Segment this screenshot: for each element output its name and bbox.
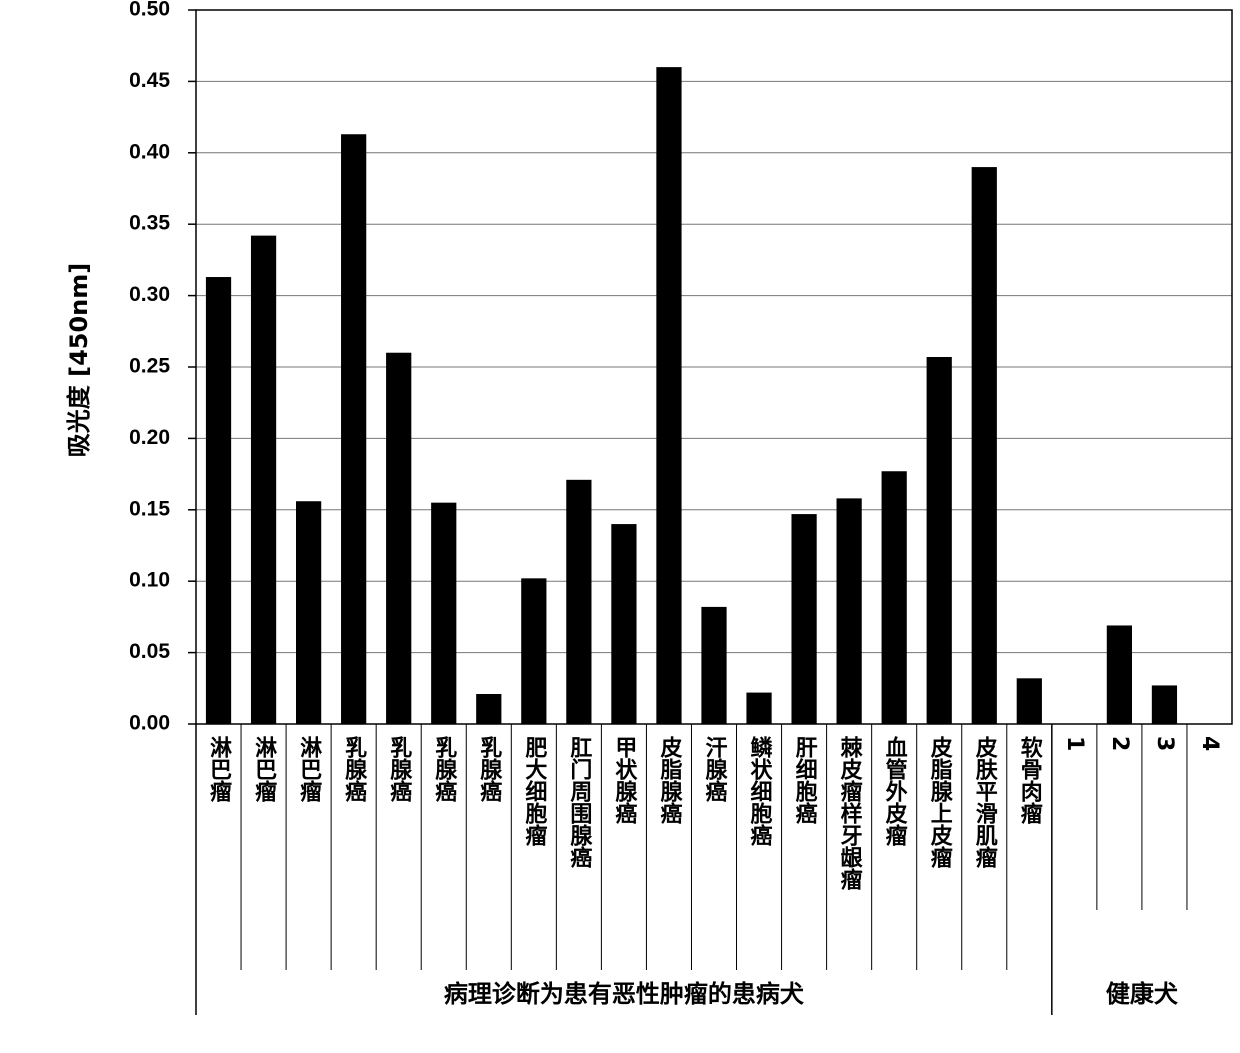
bar (701, 607, 726, 724)
bar (1017, 678, 1042, 724)
y-tick-label: 0.05 (129, 640, 170, 663)
x-tick-label: 皮肤平滑肌瘤 (972, 735, 998, 869)
x-tick-label: 棘皮瘤样牙龈瘤 (837, 736, 863, 891)
y-tick-label: 0.35 (129, 212, 170, 235)
x-tick-label: 皮脂腺癌 (656, 735, 682, 825)
bar (656, 67, 681, 724)
x-tick-label: 肝细胞癌 (792, 736, 818, 825)
y-tick-label: 0.45 (129, 69, 170, 92)
bar (611, 524, 636, 724)
x-tick-label: 汗腺癌 (702, 736, 728, 803)
bar (251, 236, 276, 724)
bar (566, 480, 591, 724)
y-tick-label: 0.40 (129, 140, 170, 163)
group-label: 健康犬 (1106, 980, 1179, 1008)
x-tick-label: 乳腺癌 (341, 735, 367, 803)
x-tick-label: 软骨肉瘤 (1017, 735, 1043, 825)
bar (341, 134, 366, 724)
x-tick-label: 肥大细胞瘤 (521, 736, 547, 847)
x-tick-label: 甲状腺癌 (611, 736, 637, 825)
x-tick-label: 淋巴瘤 (296, 735, 322, 803)
bar (746, 693, 771, 724)
bar (927, 357, 952, 724)
bar (1152, 685, 1177, 724)
bar (837, 498, 862, 724)
x-tick-label: 淋巴瘤 (251, 735, 277, 803)
x-tick-label: 皮脂腺上皮瘤 (927, 735, 953, 869)
group-label: 病理诊断为患有恶性肿瘤的患病犬 (444, 980, 805, 1008)
bar (972, 167, 997, 724)
bar (1107, 625, 1132, 724)
y-tick-label: 0.15 (129, 497, 170, 520)
y-axis-label: 吸光度 [450nm] (65, 263, 93, 457)
bar (521, 578, 546, 724)
y-tick-label: 0.25 (129, 355, 170, 378)
bar (296, 501, 321, 724)
y-tick-label: 0.50 (129, 0, 170, 21)
x-tick-label: 乳腺癌 (476, 735, 502, 803)
y-tick-label: 0.20 (129, 426, 170, 449)
x-tick-label: 2 (1107, 736, 1132, 751)
bar (386, 353, 411, 724)
x-tick-label: 3 (1152, 736, 1177, 751)
x-tick-label: 淋巴瘤 (206, 735, 232, 803)
y-tick-label: 0.30 (129, 283, 170, 306)
x-tick-label: 1 (1062, 736, 1087, 751)
x-tick-label: 血管外皮瘤 (882, 735, 908, 847)
x-tick-label: 乳腺癌 (386, 735, 412, 803)
x-tick-label: 4 (1197, 736, 1222, 751)
bar (791, 514, 816, 724)
x-tick-label: 肛门周围腺癌 (566, 736, 592, 869)
bar (882, 471, 907, 724)
bar (476, 694, 501, 724)
y-tick-label: 0.10 (129, 569, 170, 592)
bar (431, 503, 456, 724)
bar (206, 277, 231, 724)
x-tick-label: 乳腺癌 (431, 735, 457, 803)
chart: 吸光度 [450nm] 0.00 0.05 0.10 0.15 0.20 0.25 0.30… (0, 0, 1240, 1053)
y-tick-label: 0.00 (129, 712, 170, 735)
x-tick-label: 鳞状细胞癌 (747, 736, 773, 847)
